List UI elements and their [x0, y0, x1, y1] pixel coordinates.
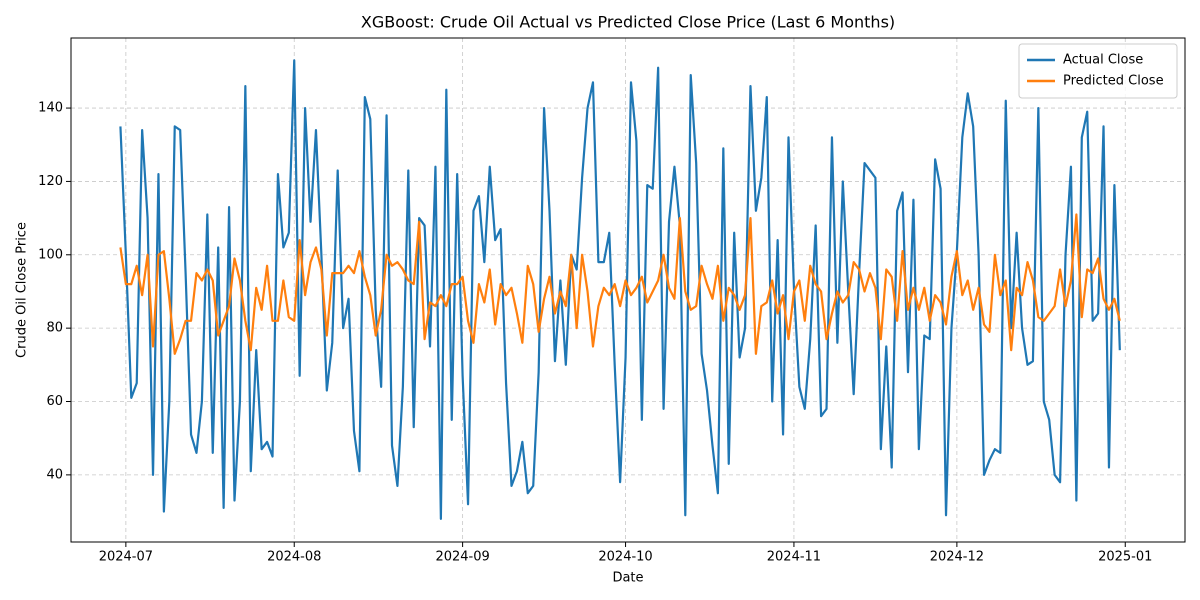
- x-tick-label: 2024-11: [767, 550, 821, 565]
- x-tick-label: 2024-07: [99, 550, 153, 565]
- line-series: [119, 213, 1121, 355]
- chart-title: XGBoost: Crude Oil Actual vs Predicted C…: [361, 13, 895, 32]
- x-tick-label: 2024-08: [267, 550, 321, 565]
- legend-box: [1018, 43, 1178, 99]
- y-tick-label: 80: [46, 321, 63, 336]
- y-tick-label: 40: [46, 467, 63, 482]
- y-tick-label: 60: [46, 394, 63, 409]
- legend-label: Actual Close: [1063, 53, 1143, 68]
- x-axis-label: Date: [612, 571, 643, 586]
- y-tick-label: 100: [38, 247, 63, 262]
- y-tick-label: 120: [38, 174, 63, 189]
- legend-label: Predicted Close: [1063, 74, 1164, 89]
- x-tick-label: 2024-12: [930, 550, 984, 565]
- x-tick-label: 2024-09: [435, 550, 489, 565]
- line-series: [119, 59, 1121, 520]
- y-tick-label: 140: [38, 101, 63, 116]
- legend: Actual Close Predicted Close: [1018, 43, 1178, 99]
- x-tick-label: 2024-10: [598, 550, 652, 565]
- plot-frame: [70, 37, 1186, 543]
- x-tick-label: 2025-01: [1098, 550, 1152, 565]
- y-axis-label: Crude Oil Close Price: [15, 222, 30, 358]
